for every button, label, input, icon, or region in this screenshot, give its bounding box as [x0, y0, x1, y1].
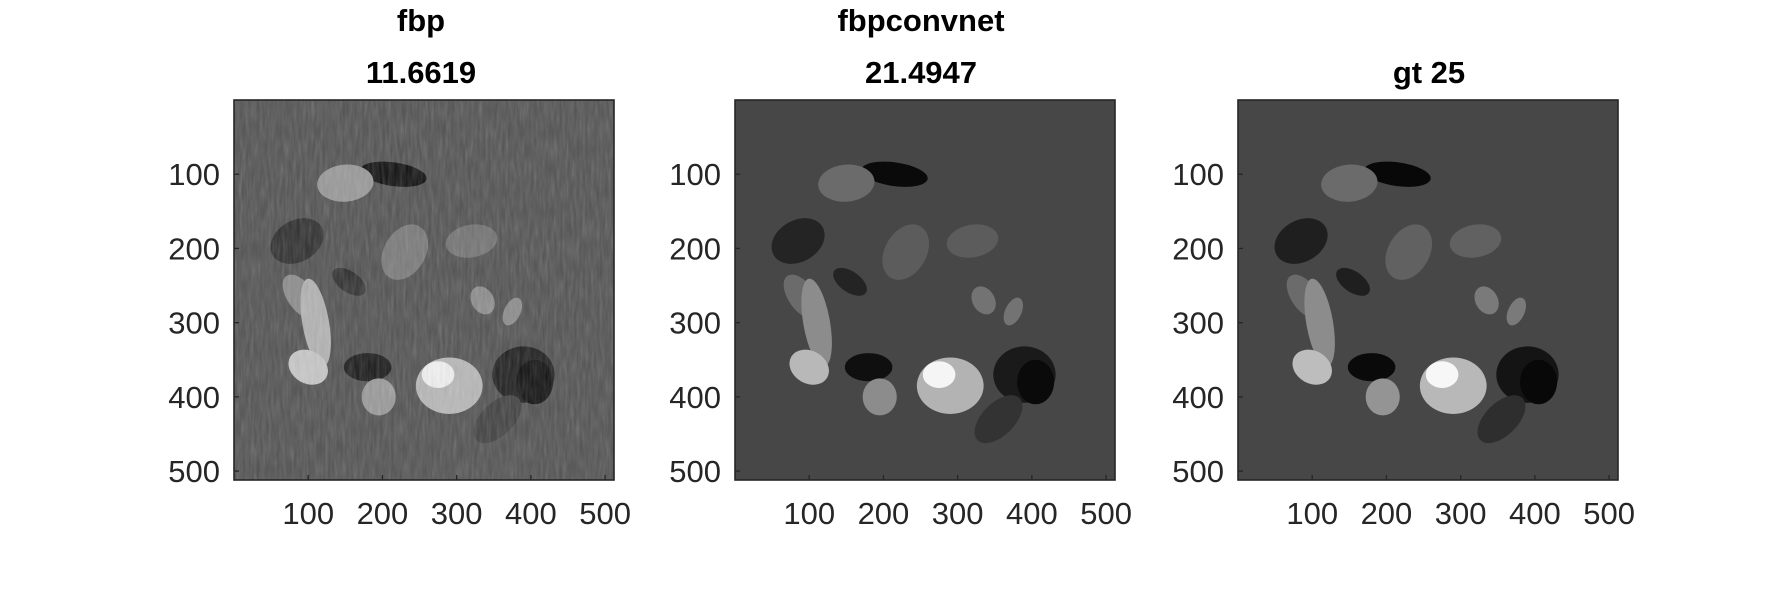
y-tick-label: 500 — [168, 454, 220, 489]
subplot-subtitle: 21.4947 — [865, 55, 977, 90]
subplot-gt: gt 25 100 200 300 400 500 100 200 300 400 500 — [1172, 55, 1635, 531]
x-tick-label: 100 — [282, 496, 334, 531]
phantom-ellipse — [923, 361, 956, 388]
y-tick-labels: 100 200 300 400 500 — [1172, 157, 1243, 489]
phantom-ellipse — [1520, 360, 1557, 405]
subplot-title: gt 25 — [1393, 55, 1465, 90]
subplot-fbp: fbp 11.6619 100 200 300 400 500 100 200 300 400… — [168, 3, 631, 531]
phantom-ellipse — [1426, 361, 1459, 388]
subplot-title: fbpconvnet — [837, 3, 1004, 38]
image-area — [735, 100, 1115, 480]
y-tick-label: 100 — [669, 157, 721, 192]
x-tick-label: 300 — [431, 496, 483, 531]
y-tick-label: 300 — [1172, 306, 1224, 341]
x-tick-label: 200 — [1361, 496, 1413, 531]
subplot-subtitle: 11.6619 — [366, 55, 476, 90]
streak-artifact-overlay — [234, 100, 614, 480]
x-tick-label: 500 — [1583, 496, 1635, 531]
image-area — [1238, 100, 1618, 480]
y-tick-label: 100 — [168, 157, 220, 192]
x-tick-labels: 100 200 300 400 500 — [282, 475, 631, 531]
y-tick-label: 100 — [1172, 157, 1224, 192]
y-tick-label: 400 — [168, 380, 220, 415]
y-tick-label: 500 — [1172, 454, 1224, 489]
phantom-ellipse — [845, 353, 893, 381]
x-tick-label: 500 — [579, 496, 631, 531]
x-tick-label: 400 — [1509, 496, 1561, 531]
y-tick-labels: 100 200 300 400 500 — [669, 157, 740, 489]
phantom-ellipse — [1348, 353, 1396, 381]
x-tick-labels: 100 200 300 400 500 — [1286, 475, 1635, 531]
x-tick-label: 300 — [932, 496, 984, 531]
x-tick-label: 100 — [783, 496, 835, 531]
y-tick-label: 200 — [669, 231, 721, 266]
y-tick-label: 300 — [168, 306, 220, 341]
x-tick-label: 500 — [1080, 496, 1132, 531]
image-area — [234, 100, 614, 480]
y-tick-label: 300 — [669, 306, 721, 341]
y-tick-labels: 100 200 300 400 500 — [168, 157, 239, 489]
y-tick-label: 500 — [669, 454, 721, 489]
x-tick-label: 300 — [1435, 496, 1487, 531]
y-tick-label: 400 — [669, 380, 721, 415]
y-tick-label: 200 — [1172, 231, 1224, 266]
phantom-ellipse — [863, 378, 897, 415]
x-tick-label: 200 — [357, 496, 409, 531]
x-tick-label: 400 — [1006, 496, 1058, 531]
phantom-ellipse — [1366, 378, 1400, 415]
x-tick-label: 100 — [1286, 496, 1338, 531]
y-tick-label: 200 — [168, 231, 220, 266]
x-tick-label: 400 — [505, 496, 557, 531]
x-tick-labels: 100 200 300 400 500 — [783, 475, 1132, 531]
y-tick-label: 400 — [1172, 380, 1224, 415]
phantom-ellipse — [1017, 360, 1054, 405]
subplot-fbpconvnet: fbpconvnet 21.4947 100 200 300 400 500 100 20… — [669, 3, 1132, 531]
x-tick-label: 200 — [858, 496, 910, 531]
subplot-title: fbp — [397, 3, 445, 38]
